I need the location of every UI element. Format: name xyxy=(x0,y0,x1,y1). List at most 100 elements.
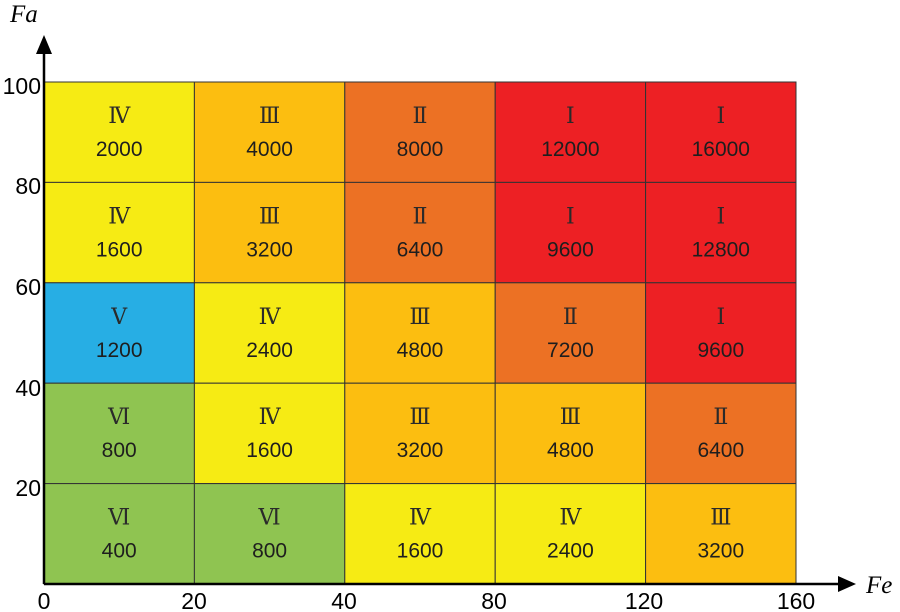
matrix-cell: Ⅲ 3200 xyxy=(344,382,496,485)
cell-value-label: 1600 xyxy=(246,439,293,462)
cell-value-label: 1200 xyxy=(96,339,143,362)
matrix-cell: Ⅱ 8000 xyxy=(344,81,496,183)
cell-grade-label: Ⅰ xyxy=(566,104,575,129)
y-axis-arrow xyxy=(36,35,52,54)
cell-value-label: 12800 xyxy=(692,238,750,261)
cell-grade-label: Ⅰ xyxy=(566,204,575,229)
cell-grade-label: Ⅱ xyxy=(563,305,578,330)
cell-grade-label: Ⅱ xyxy=(713,405,728,430)
y-tick-label: 20 xyxy=(15,475,41,501)
cell-grade-label: Ⅰ xyxy=(716,305,725,330)
matrix-cell: Ⅳ 1600 xyxy=(344,483,496,585)
matrix-cell: Ⅰ 16000 xyxy=(645,81,797,183)
cell-grade-label: Ⅲ xyxy=(259,104,280,129)
matrix-cell: Ⅱ 6400 xyxy=(344,181,496,284)
cell-value-label: 6400 xyxy=(697,439,744,462)
cell-background xyxy=(494,282,647,384)
cell-value-label: 4000 xyxy=(246,138,293,161)
x-axis-arrow xyxy=(838,576,856,592)
matrix-cell: Ⅱ 7200 xyxy=(494,282,647,384)
cell-grade-label: Ⅲ xyxy=(409,305,430,330)
cell-grade-label: Ⅵ xyxy=(107,506,130,531)
x-tick-label: 40 xyxy=(331,588,357,612)
x-tick-label: 120 xyxy=(625,588,663,612)
ticks-layer: 0 20 40 80 120 160 20 40 60 80 100 xyxy=(3,73,816,612)
cell-value-label: 2000 xyxy=(96,138,143,161)
cell-value-label: 1600 xyxy=(96,238,143,261)
cell-background xyxy=(193,382,346,485)
cell-value-label: 16000 xyxy=(692,138,750,161)
x-tick-label: 160 xyxy=(777,588,815,612)
y-tick-label: 40 xyxy=(15,375,41,401)
matrix-cell: Ⅳ 1600 xyxy=(193,382,346,485)
cell-grade-label: Ⅴ xyxy=(110,305,128,330)
cell-value-label: 3200 xyxy=(697,540,744,563)
cell-background xyxy=(494,81,647,183)
matrix-cell: Ⅳ 2400 xyxy=(193,282,346,384)
cell-background xyxy=(193,282,346,384)
cell-value-label: 4800 xyxy=(547,439,594,462)
cell-value-label: 3200 xyxy=(397,439,444,462)
cell-grade-label: Ⅰ xyxy=(716,204,725,229)
cell-background xyxy=(43,382,195,485)
matrix-cell: Ⅰ 9600 xyxy=(645,282,797,384)
cell-background xyxy=(43,81,195,183)
cell-background xyxy=(645,282,797,384)
cell-value-label: 3200 xyxy=(246,238,293,261)
matrix-cell: Ⅳ 2400 xyxy=(494,483,647,585)
matrix-cell: Ⅰ 9600 xyxy=(494,181,647,284)
cell-background xyxy=(43,282,195,384)
matrix-cell: Ⅲ 4800 xyxy=(494,382,647,485)
y-tick-label: 80 xyxy=(15,173,41,199)
x-tick-label: 80 xyxy=(481,588,507,612)
cell-grade-label: Ⅳ xyxy=(108,204,131,229)
cell-background xyxy=(344,282,496,384)
cell-grade-label: Ⅱ xyxy=(413,204,428,229)
cell-grade-label: Ⅲ xyxy=(560,405,581,430)
cell-value-label: 800 xyxy=(102,439,137,462)
matrix-cell: Ⅲ 4800 xyxy=(344,282,496,384)
matrix-cell: Ⅵ 800 xyxy=(193,483,346,585)
cell-background xyxy=(645,81,797,183)
cell-background xyxy=(344,181,496,284)
matrix-cell: Ⅰ 12800 xyxy=(645,181,797,284)
y-axis-label: Fa xyxy=(9,1,38,28)
x-axis-label: Fe xyxy=(865,572,892,599)
cell-grade-label: Ⅰ xyxy=(716,104,725,129)
cell-background xyxy=(645,181,797,284)
cell-value-label: 2400 xyxy=(547,540,594,563)
cell-value-label: 400 xyxy=(102,540,137,563)
y-tick-label: 100 xyxy=(3,73,41,99)
cell-background xyxy=(193,81,346,183)
cell-value-label: 800 xyxy=(252,540,287,563)
matrix-cell: Ⅵ 800 xyxy=(43,382,195,485)
cell-grade-label: Ⅳ xyxy=(409,506,432,531)
cell-grade-label: Ⅱ xyxy=(413,104,428,129)
cell-background xyxy=(193,181,346,284)
cell-grade-label: Ⅳ xyxy=(559,506,582,531)
cell-background xyxy=(494,483,647,585)
matrix-cell: Ⅵ 400 xyxy=(43,483,195,585)
cell-grade-label: Ⅲ xyxy=(259,204,280,229)
cell-background xyxy=(494,181,647,284)
cell-value-label: 1600 xyxy=(397,540,444,563)
cell-value-label: 9600 xyxy=(547,238,594,261)
matrix-cell: Ⅳ 1600 xyxy=(43,181,195,284)
cell-grade-label: Ⅲ xyxy=(710,506,731,531)
y-tick-label: 60 xyxy=(15,274,41,300)
cell-value-label: 4800 xyxy=(397,339,444,362)
cell-background xyxy=(494,382,647,485)
cell-background xyxy=(344,81,496,183)
x-tick-label: 20 xyxy=(181,588,207,612)
cell-grade-label: Ⅳ xyxy=(259,305,282,330)
cell-background xyxy=(645,382,797,485)
cell-grade-label: Ⅵ xyxy=(258,506,281,531)
cell-background xyxy=(43,181,195,284)
cell-value-label: 6400 xyxy=(397,238,444,261)
cell-value-label: 9600 xyxy=(697,339,744,362)
cells-layer: Ⅳ 2000 Ⅲ 4000 Ⅱ 8000 Ⅰ 12000 Ⅰ 16000 Ⅳ 1600 Ⅲ 3200 Ⅱ 64… xyxy=(43,81,797,585)
matrix-cell: Ⅴ 1200 xyxy=(43,282,195,384)
cell-grade-label: Ⅳ xyxy=(259,405,282,430)
cell-value-label: 8000 xyxy=(397,138,444,161)
